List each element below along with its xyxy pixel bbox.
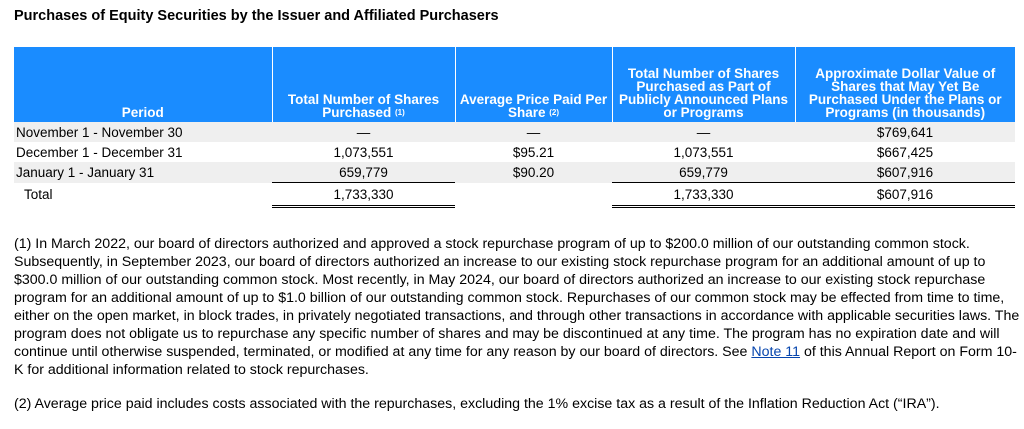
- header-text: Period: [121, 105, 164, 120]
- table-cell: 1,073,551: [673, 144, 734, 160]
- table-cell: $667,425: [876, 144, 934, 160]
- total-label: Total: [24, 187, 53, 202]
- header-row: Period Total Number of Shares Purchased (…: [14, 47, 1015, 122]
- header-cell: Total Number of Shares Purchased (1): [271, 47, 455, 122]
- table-row: January 1 - January 31 659,779 $90.20 659,7…: [14, 162, 1015, 183]
- total-cell: $607,916: [795, 182, 1015, 208]
- table-row: December 1 - December 31 1,073,551 $95.21 1…: [14, 142, 1015, 162]
- footnote: (2) Average price paid includes costs as…: [14, 396, 940, 412]
- header-text: Total Number of Shares Purchased as Part…: [618, 66, 789, 120]
- repurchase-table: Period Total Number of Shares Purchased (…: [14, 47, 1015, 208]
- table-cell: —: [455, 122, 612, 142]
- table-cell: —: [612, 122, 795, 142]
- header-text: Total Number of Shares Purchased: [287, 92, 440, 120]
- table-cell: —: [272, 122, 455, 142]
- header-text: Approximate Dollar Value of Shares that …: [808, 66, 1002, 120]
- footnote-text: (1) In March 2022, our board of director…: [14, 236, 1020, 360]
- note-link[interactable]: Note 11: [751, 344, 801, 360]
- table-cell: $607,916: [795, 162, 1015, 183]
- table-cell: $95.21: [512, 144, 555, 160]
- table-row: November 1 - November 30— — — $769,641: [14, 122, 1015, 142]
- table-cell: $90.20: [455, 162, 612, 183]
- header-cell: Average Price Paid Per Share (2): [454, 47, 612, 122]
- table-cell: 1,073,551: [333, 144, 394, 160]
- footnote-ref: (1): [395, 108, 405, 117]
- total-cell: [455, 183, 612, 207]
- header-cell: Approximate Dollar Value of Shares that …: [794, 47, 1015, 122]
- total-row: Total 1,733,330 1,733,330 $607,916: [14, 182, 1015, 208]
- footnote-ref: (2): [549, 108, 560, 117]
- table-cell: December 1 - December 31: [16, 144, 183, 160]
- title: Purchases of Equity Securities by the Is…: [14, 8, 499, 24]
- table-cell: 659,779: [272, 162, 455, 183]
- footnotes: (1) In March 2022, our board of director…: [14, 235, 1020, 429]
- page: Purchases of Equity Securities by the Is…: [14, 8, 1020, 412]
- table-cell: 659,779: [612, 162, 795, 183]
- total-cell: 1,733,330: [272, 182, 455, 208]
- table-cell: $769,641: [795, 122, 1015, 142]
- header-text: Average Price Paid Per Share: [459, 92, 608, 120]
- footnote-text: of this Annual Report on Form 10-K for a…: [14, 344, 1017, 378]
- header-cell: Period: [14, 47, 272, 122]
- footnote: (1) In March 2022, our board of director…: [14, 235, 1020, 379]
- header-cell: Total Number of Shares Purchased as Part…: [611, 47, 795, 122]
- table-cell: November 1 - November 30: [14, 122, 272, 142]
- table-cell: January 1 - January 31: [14, 162, 272, 183]
- total-cell: 1,733,330: [612, 182, 795, 208]
